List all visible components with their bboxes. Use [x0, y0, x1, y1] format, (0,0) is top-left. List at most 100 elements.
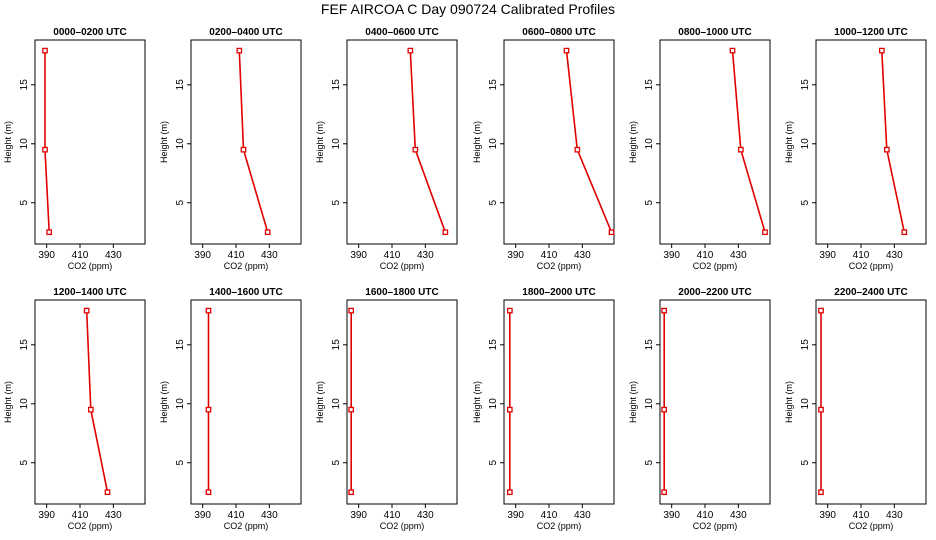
data-point [901, 229, 908, 236]
x-tick-label: 390 [350, 250, 367, 261]
y-tick-label: 10 [488, 398, 499, 410]
plot-frame [346, 39, 458, 245]
panel-title: 1800–2000 UTC [522, 287, 595, 298]
y-tick-label: 5 [331, 200, 342, 206]
y-axis-label: Height (m) [159, 121, 169, 163]
x-tick-label: 430 [261, 250, 278, 261]
profile-line [44, 50, 50, 233]
data-point [818, 406, 824, 413]
x-axis-label: CO2 (ppm) [224, 521, 269, 531]
data-point [661, 307, 668, 314]
data-point [348, 307, 355, 314]
panel-11: 2000–2200 UTC 390 410 430 5 10 15 CO2 (ppm) Heig… [628, 287, 771, 531]
x-tick-label: 430 [417, 510, 434, 521]
x-axis-label: CO2 (ppm) [693, 521, 738, 531]
panel-1: 0000–0200 UTC 390 410 430 5 10 15 CO2 (ppm) Heig… [3, 27, 146, 271]
x-axis-label: CO2 (ppm) [537, 521, 582, 531]
y-tick-label: 10 [331, 398, 342, 410]
y-axis-label: Height (m) [315, 381, 325, 423]
panel-title: 1000–1200 UTC [834, 27, 907, 38]
x-tick-label: 410 [853, 250, 870, 261]
y-tick-label: 15 [175, 339, 186, 351]
y-tick-label: 10 [644, 138, 655, 150]
data-point [264, 229, 271, 236]
x-tick-label: 390 [663, 250, 680, 261]
profile-line [731, 50, 766, 233]
y-axis-label: Height (m) [3, 121, 13, 163]
x-tick-label: 410 [541, 250, 558, 261]
data-point [762, 229, 768, 236]
plot-frame [503, 39, 615, 245]
panel-title: 0200–0400 UTC [209, 27, 282, 38]
x-tick-label: 410 [228, 250, 245, 261]
data-point [348, 406, 355, 413]
plot-frame [34, 299, 146, 505]
panel-title: 1600–1800 UTC [365, 287, 438, 298]
y-tick-label: 5 [800, 200, 811, 206]
data-point [205, 406, 212, 413]
x-tick-label: 390 [819, 510, 836, 521]
y-axis-label: Height (m) [472, 381, 482, 423]
y-tick-label: 5 [19, 200, 30, 206]
plot-frame [815, 299, 927, 505]
data-point [205, 307, 212, 314]
plot-frame [503, 299, 615, 505]
y-tick-label: 15 [800, 339, 811, 351]
panel-3: 0400–0600 UTC 390 410 430 5 10 15 CO2 (ppm) Heig… [315, 27, 458, 271]
profile-line [881, 50, 906, 233]
data-point [506, 307, 513, 314]
data-point [46, 229, 53, 236]
x-tick-label: 390 [194, 510, 211, 521]
x-tick-label: 410 [72, 250, 89, 261]
y-tick-label: 15 [644, 339, 655, 351]
panel-title: 1400–1600 UTC [209, 287, 282, 298]
panel-8: 1400–1600 UTC 390 410 430 5 10 15 CO2 (ppm) Heig… [159, 287, 302, 531]
x-tick-label: 430 [886, 250, 903, 261]
y-tick-label: 5 [175, 460, 186, 466]
panel-title: 2000–2200 UTC [678, 287, 751, 298]
y-tick-label: 10 [175, 138, 186, 150]
x-tick-label: 430 [105, 250, 122, 261]
data-point [729, 47, 736, 54]
x-tick-label: 410 [697, 510, 714, 521]
x-axis-label: CO2 (ppm) [849, 261, 894, 271]
x-tick-label: 390 [507, 250, 524, 261]
profile-line [85, 310, 109, 493]
y-tick-label: 15 [331, 79, 342, 91]
y-axis-label: Height (m) [3, 381, 13, 423]
y-tick-label: 5 [331, 460, 342, 466]
panel-title: 1200–1400 UTC [53, 287, 126, 298]
data-point [737, 146, 744, 153]
data-point [878, 47, 885, 54]
y-tick-label: 15 [800, 79, 811, 91]
plot-frame [34, 39, 146, 245]
data-point [574, 146, 581, 153]
y-tick-label: 10 [488, 138, 499, 150]
y-tick-label: 10 [19, 138, 30, 150]
y-axis-label: Height (m) [628, 121, 638, 163]
plot-frame [815, 39, 927, 245]
y-axis-label: Height (m) [159, 381, 169, 423]
y-tick-label: 15 [19, 79, 30, 91]
data-point [661, 406, 668, 413]
data-point [818, 307, 824, 314]
data-point [236, 47, 243, 54]
x-tick-label: 430 [417, 250, 434, 261]
panel-title: 0800–1000 UTC [678, 27, 751, 38]
panel-title: 0600–0800 UTC [522, 27, 595, 38]
plot-frame [190, 39, 302, 245]
data-point [205, 489, 212, 496]
profile-line [238, 50, 269, 233]
x-tick-label: 430 [574, 510, 591, 521]
x-tick-label: 390 [663, 510, 680, 521]
y-tick-label: 5 [19, 460, 30, 466]
data-point [442, 229, 449, 236]
x-tick-label: 430 [105, 510, 122, 521]
y-tick-label: 5 [644, 200, 655, 206]
panel-7: 1200–1400 UTC 390 410 430 5 10 15 CO2 (ppm) Heig… [3, 287, 146, 531]
x-tick-label: 390 [819, 250, 836, 261]
x-axis-label: CO2 (ppm) [380, 261, 425, 271]
y-tick-label: 15 [331, 339, 342, 351]
y-axis-label: Height (m) [784, 121, 794, 163]
data-point [348, 489, 355, 496]
